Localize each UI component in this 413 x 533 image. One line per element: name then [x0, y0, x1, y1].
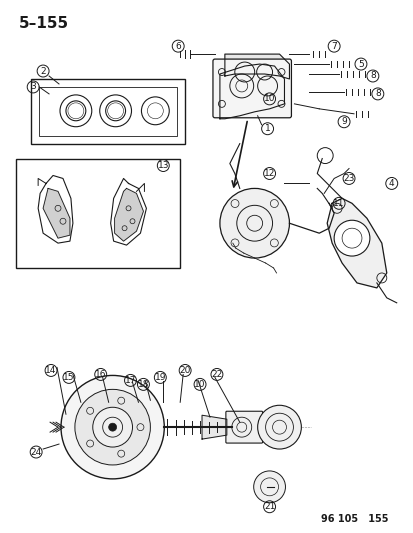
Circle shape: [93, 407, 132, 447]
Text: 7: 7: [330, 42, 336, 51]
Text: 10: 10: [263, 94, 275, 103]
Text: 4: 4: [388, 179, 394, 188]
Text: 18: 18: [138, 380, 149, 389]
Polygon shape: [43, 188, 70, 238]
Text: 1: 1: [264, 124, 270, 133]
Text: 16: 16: [95, 370, 106, 379]
Text: 21: 21: [263, 502, 275, 511]
Text: 22: 22: [211, 370, 222, 379]
Text: 12: 12: [263, 169, 275, 178]
Text: 9: 9: [340, 117, 346, 126]
Circle shape: [61, 375, 164, 479]
Text: 5: 5: [357, 60, 363, 69]
Circle shape: [257, 405, 301, 449]
Text: 11: 11: [332, 199, 344, 208]
Circle shape: [333, 220, 369, 256]
FancyBboxPatch shape: [225, 411, 262, 443]
Text: 15: 15: [63, 373, 74, 382]
Bar: [16, 158, 180, 268]
FancyBboxPatch shape: [212, 59, 291, 118]
Polygon shape: [202, 415, 226, 439]
Text: 5–155: 5–155: [19, 17, 69, 31]
Bar: [39, 87, 177, 136]
Text: 24: 24: [31, 448, 42, 457]
Text: 10: 10: [194, 380, 205, 389]
Text: 2: 2: [40, 67, 46, 76]
Polygon shape: [326, 198, 386, 288]
Text: 17: 17: [124, 376, 136, 385]
Text: 8: 8: [374, 90, 380, 99]
Text: 14: 14: [45, 366, 57, 375]
Text: 23: 23: [342, 174, 354, 183]
Text: 19: 19: [154, 373, 166, 382]
Circle shape: [108, 423, 116, 431]
Polygon shape: [114, 188, 143, 241]
Text: 6: 6: [175, 42, 180, 51]
Text: 13: 13: [157, 161, 169, 170]
Text: 3: 3: [30, 83, 36, 92]
Text: 20: 20: [179, 366, 190, 375]
Polygon shape: [219, 64, 284, 119]
Text: 8: 8: [369, 71, 375, 80]
Circle shape: [219, 188, 289, 258]
Circle shape: [75, 389, 150, 465]
Bar: [31, 79, 185, 144]
Circle shape: [253, 471, 285, 503]
Text: 96 105   155: 96 105 155: [320, 514, 388, 523]
Polygon shape: [224, 54, 289, 79]
